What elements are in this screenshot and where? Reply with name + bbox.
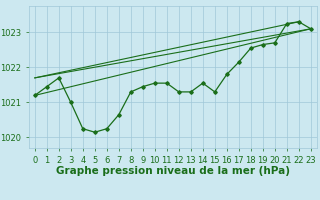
- X-axis label: Graphe pression niveau de la mer (hPa): Graphe pression niveau de la mer (hPa): [56, 166, 290, 176]
